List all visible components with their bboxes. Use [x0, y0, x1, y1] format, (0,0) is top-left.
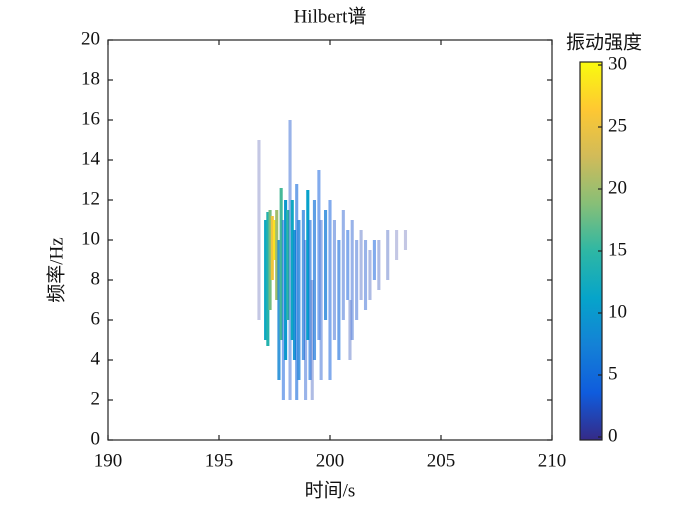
spectrum-cell: [257, 140, 261, 320]
spectrum-cell: [281, 220, 285, 400]
y-tick-label: 8: [91, 268, 101, 289]
y-tick-label: 12: [81, 188, 100, 209]
spectrum-cell: [324, 210, 328, 320]
spectrum-cell: [363, 240, 368, 310]
colorbar-tick-label: 20: [608, 177, 627, 198]
spectrum-cell: [372, 240, 376, 280]
spectrum-cell: [312, 200, 317, 360]
spectrum-cell: [284, 200, 288, 360]
y-tick-label: 4: [91, 348, 101, 369]
spectrum-cell: [403, 230, 408, 250]
colorbar-tick-label: 0: [608, 425, 618, 446]
spectrum-cell: [292, 230, 297, 360]
y-tick-label: 18: [81, 68, 100, 89]
x-tick-label: 200: [316, 450, 345, 471]
spectrum-cell: [310, 280, 314, 400]
colorbar-label: 振动强度: [566, 31, 642, 53]
spectrum-cell: [328, 200, 332, 380]
spectrum-cell: [319, 220, 323, 380]
spectrum-cell: [346, 230, 350, 300]
colorbar-tick-label: 25: [608, 115, 627, 136]
y-axis-label: 频率/Hz: [45, 237, 67, 302]
spectrum-cell: [304, 240, 308, 400]
x-tick-label: 190: [94, 450, 123, 471]
y-tick-label: 20: [81, 28, 100, 49]
spectrum-cell: [286, 210, 290, 320]
spectrum-cell: [317, 170, 321, 340]
colorbar-tick-label: 30: [608, 53, 627, 74]
spectrum-cell: [377, 240, 381, 290]
spectrum-cell: [266, 212, 270, 346]
y-tick-label: 0: [91, 428, 101, 449]
spectrum-cell: [395, 230, 399, 260]
spectrum-cell: [350, 220, 354, 340]
colorbar-tick-label: 15: [608, 239, 627, 260]
colorbar-tick-label: 5: [608, 363, 618, 384]
chart-title: Hilbert谱: [294, 5, 367, 27]
x-tick-label: 205: [427, 450, 456, 471]
spectrum-cell: [268, 210, 272, 310]
colorbar-tick-label: 10: [608, 301, 627, 322]
spectrum-cell: [301, 210, 305, 360]
y-tick-label: 6: [91, 308, 101, 329]
spectrum-cell: [290, 200, 294, 340]
spectrum-cell: [368, 250, 372, 300]
spectrum-cell: [272, 220, 277, 260]
y-tick-label: 16: [81, 108, 100, 129]
spectrum-cell: [264, 220, 268, 340]
spectrum-cell: [297, 220, 301, 380]
spectrum-cell: [279, 188, 283, 340]
spectrum-cell: [337, 240, 341, 360]
y-tick-label: 10: [81, 228, 100, 249]
x-axis-label: 时间/s: [305, 479, 356, 501]
spectrum-cell: [359, 230, 363, 300]
spectrum-cell: [275, 210, 279, 300]
spectrum-cell: [386, 230, 390, 280]
x-tick-label: 210: [538, 450, 567, 471]
spectrum-cell: [306, 190, 310, 340]
spectrum-cell: [277, 240, 281, 380]
spectrum-cell: [295, 184, 299, 400]
spectrum-cell: [355, 240, 359, 320]
y-tick-label: 14: [81, 148, 101, 169]
x-tick-label: 195: [205, 450, 234, 471]
spectrum-cell: [288, 120, 292, 400]
spectrum-cell: [270, 216, 274, 280]
y-tick-label: 2: [91, 388, 101, 409]
spectrum-cell: [332, 220, 336, 340]
spectrum-cell: [308, 220, 312, 380]
spectrum-cell: [341, 210, 345, 320]
spectrum-cell: [348, 300, 352, 360]
